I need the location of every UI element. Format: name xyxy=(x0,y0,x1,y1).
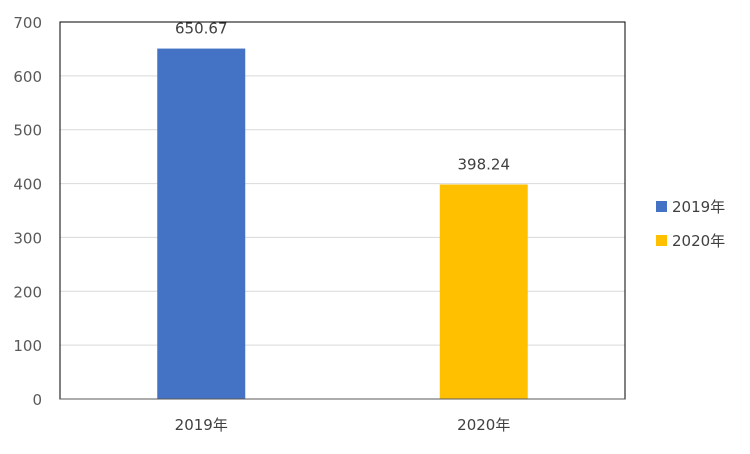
bar-1 xyxy=(157,48,246,400)
data-label: 398.24 xyxy=(458,156,511,174)
legend: 2019年 2020年 xyxy=(656,198,725,250)
plot-area-border xyxy=(59,21,626,400)
x-tick-label: 2020年 xyxy=(457,416,510,434)
legend-label: 2020年 xyxy=(672,232,725,250)
y-tick-label: 300 xyxy=(13,229,42,247)
grid-lines xyxy=(60,75,625,346)
y-tick-label: 500 xyxy=(13,122,42,140)
y-tick-label: 0 xyxy=(32,391,42,409)
y-tick-label: 400 xyxy=(13,176,42,194)
bars xyxy=(157,48,528,400)
y-tick-label: 100 xyxy=(13,337,42,355)
legend-swatch-2 xyxy=(656,235,667,246)
data-label: 650.67 xyxy=(175,20,228,38)
axes: 0 100 200 300 400 500 600 700 2019年 2020年 xyxy=(13,14,626,434)
y-tick-label: 700 xyxy=(13,14,42,32)
y-tick-label: 200 xyxy=(13,283,42,301)
data-labels: 650.67 398.24 xyxy=(175,20,510,174)
bar-2 xyxy=(439,184,528,399)
y-tick-label: 600 xyxy=(13,68,42,86)
legend-swatch-1 xyxy=(656,201,667,212)
legend-label: 2019年 xyxy=(672,198,725,216)
x-tick-label: 2019年 xyxy=(175,416,228,434)
